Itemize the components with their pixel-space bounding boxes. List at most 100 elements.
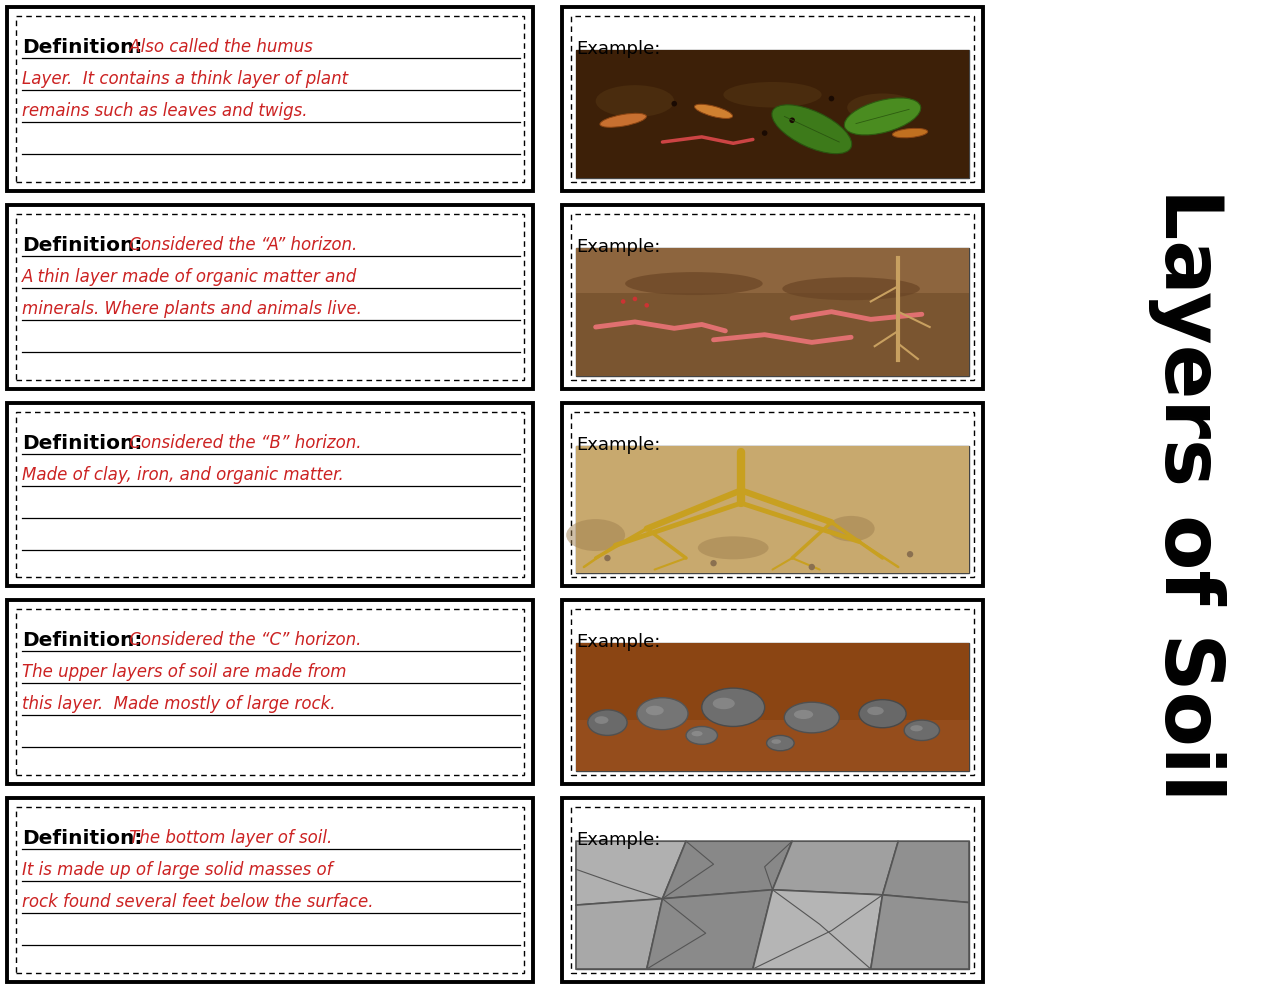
Ellipse shape [847, 93, 918, 122]
Bar [576, 644, 969, 771]
Ellipse shape [794, 710, 813, 719]
Bar [571, 807, 974, 973]
Bar [562, 600, 983, 784]
Bar [576, 446, 969, 574]
Circle shape [828, 96, 835, 102]
Text: Definition:: Definition: [22, 631, 142, 651]
Text: Example:: Example: [576, 633, 660, 652]
Circle shape [710, 560, 717, 567]
Polygon shape [773, 842, 899, 895]
Bar [571, 411, 974, 578]
Ellipse shape [723, 82, 822, 108]
Polygon shape [870, 895, 969, 969]
Text: Definition:: Definition: [22, 235, 142, 255]
Bar [562, 403, 983, 586]
Bar [15, 807, 524, 973]
Text: rock found several feet below the surface.: rock found several feet below the surfac… [22, 893, 374, 911]
Text: The upper layers of soil are made from: The upper layers of soil are made from [22, 664, 347, 681]
Bar [6, 7, 532, 191]
Bar [15, 609, 524, 775]
Circle shape [632, 297, 637, 302]
Bar [6, 600, 532, 784]
Circle shape [644, 303, 649, 308]
Text: this layer.  Made mostly of large rock.: this layer. Made mostly of large rock. [22, 695, 335, 713]
Circle shape [809, 564, 815, 571]
Bar [576, 248, 969, 376]
Text: It is made up of large solid masses of: It is made up of large solid masses of [22, 861, 333, 879]
Ellipse shape [782, 277, 920, 301]
Bar [562, 7, 983, 191]
Ellipse shape [772, 739, 781, 744]
Ellipse shape [767, 736, 794, 751]
Bar [15, 411, 524, 578]
Ellipse shape [600, 114, 646, 128]
Text: Made of clay, iron, and organic matter.: Made of clay, iron, and organic matter. [22, 466, 344, 484]
Text: Definition:: Definition: [22, 829, 142, 849]
Text: Example:: Example: [576, 40, 660, 58]
Bar [6, 403, 532, 586]
Bar [571, 214, 974, 380]
Bar [576, 446, 969, 574]
Bar [571, 609, 974, 775]
Ellipse shape [698, 536, 768, 560]
Ellipse shape [827, 516, 874, 541]
Bar [15, 16, 524, 182]
Text: Considered the “A” horizon.: Considered the “A” horizon. [124, 235, 357, 254]
Ellipse shape [859, 699, 906, 728]
Bar [562, 798, 983, 982]
Ellipse shape [686, 727, 718, 745]
Polygon shape [663, 842, 792, 899]
Ellipse shape [713, 697, 735, 709]
Circle shape [672, 101, 677, 107]
Text: Example:: Example: [576, 237, 660, 256]
Text: remains such as leaves and twigs.: remains such as leaves and twigs. [22, 102, 307, 120]
Bar [571, 16, 974, 182]
Bar [576, 842, 969, 969]
Bar [6, 205, 532, 389]
Ellipse shape [772, 105, 851, 153]
Text: Considered the “B” horizon.: Considered the “B” horizon. [124, 433, 361, 452]
Text: Example:: Example: [576, 435, 660, 454]
Text: Layers of Soil: Layers of Soil [1148, 188, 1226, 801]
Bar [6, 798, 532, 982]
Ellipse shape [595, 85, 675, 117]
Ellipse shape [595, 716, 608, 724]
Bar [15, 214, 524, 380]
Bar [576, 644, 969, 771]
Text: Layer.  It contains a think layer of plant: Layer. It contains a think layer of plan… [22, 70, 348, 88]
Ellipse shape [868, 707, 883, 715]
Ellipse shape [646, 706, 664, 715]
Bar [576, 842, 969, 969]
Polygon shape [576, 899, 663, 969]
Text: Also called the humus: Also called the humus [124, 38, 312, 56]
Text: Definition:: Definition: [22, 38, 142, 57]
Bar [576, 248, 969, 293]
Ellipse shape [625, 272, 763, 295]
Ellipse shape [695, 104, 732, 119]
Circle shape [621, 300, 626, 304]
Circle shape [762, 131, 768, 135]
Circle shape [790, 118, 795, 123]
Circle shape [604, 555, 611, 562]
Bar [562, 205, 983, 389]
Bar [576, 248, 969, 376]
Text: Example:: Example: [576, 831, 660, 850]
Text: Considered the “C” horizon.: Considered the “C” horizon. [124, 631, 361, 650]
Ellipse shape [785, 702, 840, 733]
Polygon shape [576, 842, 686, 905]
Ellipse shape [637, 697, 689, 730]
Bar [576, 50, 969, 178]
Bar [576, 50, 969, 178]
Polygon shape [646, 890, 773, 969]
Ellipse shape [845, 98, 920, 135]
Polygon shape [882, 842, 969, 903]
Text: The bottom layer of soil.: The bottom layer of soil. [124, 829, 333, 848]
Ellipse shape [904, 720, 940, 741]
Ellipse shape [566, 519, 625, 551]
Bar [576, 720, 969, 771]
Ellipse shape [701, 688, 764, 727]
Ellipse shape [892, 129, 928, 137]
Text: Definition:: Definition: [22, 433, 142, 453]
Text: A thin layer made of organic matter and: A thin layer made of organic matter and [22, 268, 357, 286]
Circle shape [906, 551, 913, 558]
